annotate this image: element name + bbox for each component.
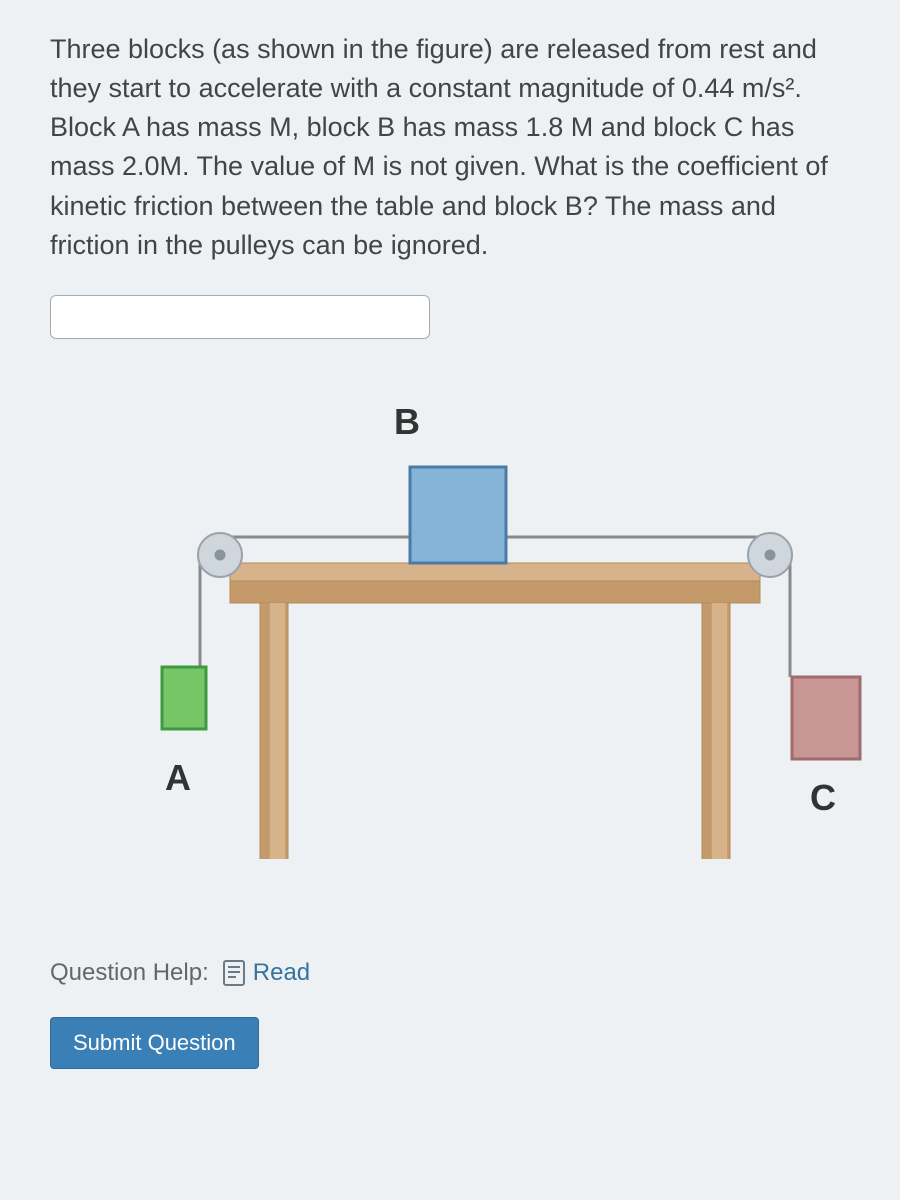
block-label-a: A <box>165 757 191 799</box>
question-help-row: Question Help: Read <box>50 959 860 987</box>
question-help-label: Question Help: <box>50 959 209 987</box>
question-text: Three blocks (as shown in the figure) ar… <box>50 30 860 265</box>
block-label-c: C <box>810 777 836 819</box>
read-link-label: Read <box>253 959 310 987</box>
physics-figure: B A C <box>110 399 870 899</box>
figure-svg <box>110 399 870 859</box>
document-icon <box>223 960 245 986</box>
read-link[interactable]: Read <box>223 959 310 987</box>
submit-question-button[interactable]: Submit Question <box>50 1017 259 1069</box>
block-label-b: B <box>394 401 420 443</box>
answer-input[interactable] <box>50 295 430 339</box>
